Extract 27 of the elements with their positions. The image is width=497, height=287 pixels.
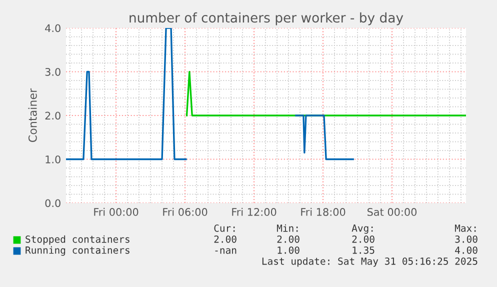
x-tick-label: Fri 18:00 [301, 208, 346, 216]
text: 2.00 [277, 235, 300, 243]
y-tick-label: 0.0 [45, 199, 60, 208]
y-axis-title: Container [28, 88, 37, 142]
legend-label: Running containers [26, 246, 130, 256]
text: Cur: [214, 224, 235, 232]
text: 4.00 [455, 246, 478, 254]
y-tick-label: 3.0 [45, 68, 60, 76]
legend-label: Stopped containers [26, 235, 130, 245]
text: 2.00 [214, 235, 236, 243]
y-tick-label: 1.0 [46, 155, 60, 164]
x-tick-label: Sat 00:00 [368, 208, 417, 216]
text: Avg: [352, 224, 373, 234]
text: 1.00 [278, 246, 300, 254]
text: Max: [454, 224, 476, 232]
chart-title: number of containers per worker - by day [130, 12, 404, 26]
x-tick-label: Fri 00:00 [94, 208, 138, 216]
text: 1.35 [352, 246, 374, 254]
text: 2.00 [352, 235, 374, 243]
y-tick-label: 4.0 [45, 24, 60, 32]
text: -nan [215, 248, 236, 254]
y-tick-label: 2.0 [45, 112, 60, 120]
x-tick-label: Fri 12:00 [232, 208, 276, 216]
x-tick-label: Fri 06:00 [163, 208, 208, 216]
text: Last update: Sat May 31 05:16:25 2025 [262, 257, 478, 267]
text: 3.00 [455, 235, 478, 243]
text: Min: [276, 224, 298, 232]
